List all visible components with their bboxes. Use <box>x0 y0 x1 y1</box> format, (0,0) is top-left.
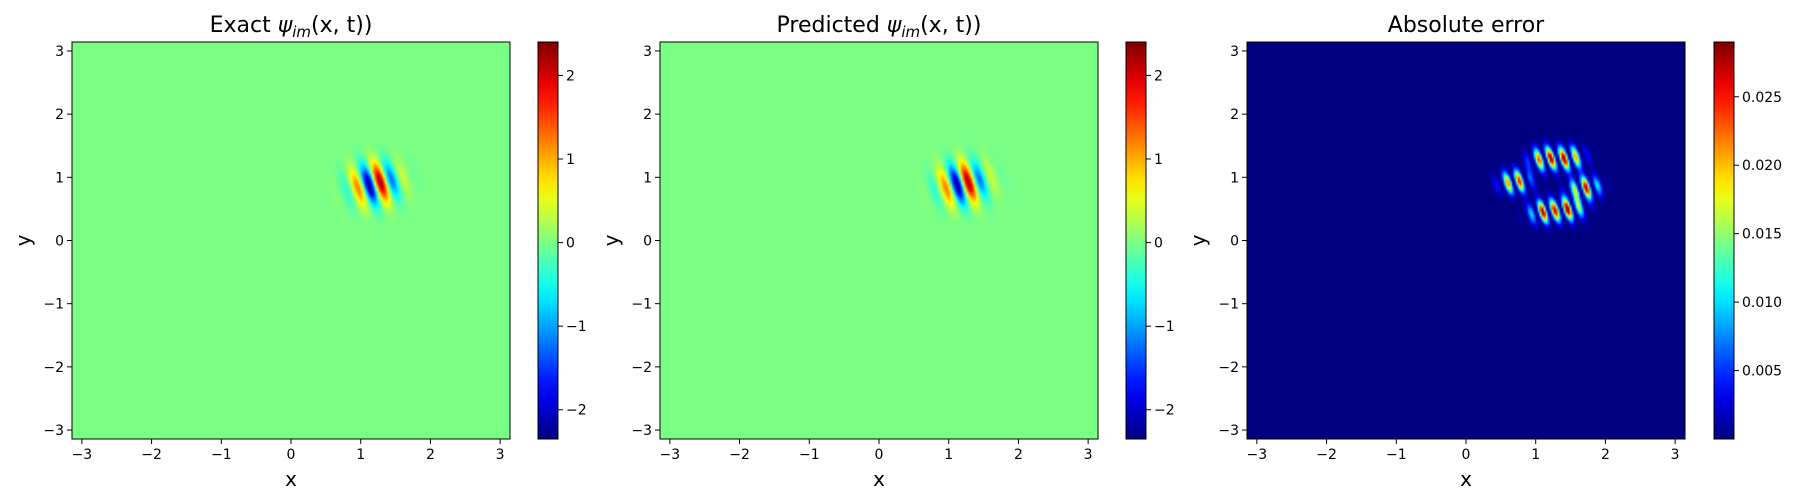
colorbar-tick-label: 0.015 <box>1742 227 1782 243</box>
y-tick-label: 2 <box>643 107 652 123</box>
heatmap-image <box>660 42 1098 439</box>
x-tick-label: −3 <box>72 447 93 463</box>
y-tick-label: 2 <box>1230 107 1239 123</box>
y-tick-label: 1 <box>1230 170 1239 186</box>
y-tick-label: 3 <box>55 44 64 60</box>
y-tick-label: −3 <box>631 423 652 439</box>
x-tick-label: 0 <box>875 447 884 463</box>
x-tick-label: 2 <box>1601 447 1610 463</box>
x-tick-label: −3 <box>660 447 681 463</box>
colorbar-gradient <box>1713 41 1735 440</box>
chart-panel-1: −3 −2 −1 0 1 2 3 −3 −2 −1 0 1 2 3 x y Exact ψim(x, t)) −2… <box>11 13 587 491</box>
y-axis-label: y <box>599 234 623 246</box>
colorbar-tick-label: 2 <box>566 68 575 84</box>
x-tick-label: −1 <box>1386 447 1407 463</box>
colorbar-tick-label: 0.005 <box>1742 364 1782 380</box>
x-axis-label: x <box>285 467 297 491</box>
colorbar: 0.005 0.010 0.015 0.020 0.025 <box>1713 41 1782 440</box>
y-axis-label: y <box>1186 234 1210 246</box>
heatmap-image <box>72 42 510 439</box>
colorbar-tick-label: 0.010 <box>1742 295 1782 311</box>
y-tick-label: 1 <box>643 170 652 186</box>
colorbar-tick-label: −1 <box>1154 319 1175 335</box>
colorbar-tick-label: 0 <box>1154 236 1163 252</box>
x-axis-label: x <box>1460 467 1472 491</box>
x-tick-label: −1 <box>799 447 820 463</box>
heatmap-image <box>1247 42 1685 439</box>
x-tick-label: −2 <box>729 447 750 463</box>
x-tick-label: 0 <box>287 447 296 463</box>
x-tick-label: 1 <box>1531 447 1540 463</box>
colorbar: −2 −1 0 1 2 <box>1125 41 1175 440</box>
x-tick-label: 1 <box>944 447 953 463</box>
y-tick-label: 0 <box>1230 234 1239 250</box>
colorbar-tick-label: −2 <box>1154 403 1175 419</box>
y-tick-label: 1 <box>55 170 64 186</box>
x-tick-label: −2 <box>141 447 162 463</box>
x-tick-label: −2 <box>1316 447 1337 463</box>
y-tick-label: 0 <box>643 234 652 250</box>
y-tick-label: −2 <box>43 360 64 376</box>
chart-title: Exact ψim(x, t)) <box>210 13 373 41</box>
y-tick-label: −3 <box>1218 423 1239 439</box>
colorbar-gradient <box>537 41 559 440</box>
chart-title: Predicted ψim(x, t)) <box>777 13 982 41</box>
x-tick-label: 0 <box>1462 447 1471 463</box>
colorbar-tick-label: 0.025 <box>1742 90 1782 106</box>
colorbar: −2 −1 0 1 2 <box>537 41 587 440</box>
colorbar-tick-label: −1 <box>566 319 587 335</box>
x-tick-label: 3 <box>1084 447 1093 463</box>
colorbar-tick-label: 1 <box>566 152 575 168</box>
y-tick-label: 3 <box>1230 44 1239 60</box>
y-tick-label: −2 <box>1218 360 1239 376</box>
y-tick-label: −3 <box>43 423 64 439</box>
y-axis-label: y <box>11 234 35 246</box>
y-tick-label: 2 <box>55 107 64 123</box>
x-tick-label: 3 <box>1671 447 1680 463</box>
y-tick-label: −1 <box>1218 297 1239 313</box>
x-tick-label: 3 <box>496 447 505 463</box>
x-tick-label: −1 <box>211 447 232 463</box>
colorbar-tick-label: −2 <box>566 403 587 419</box>
chart-panel-2: −3 −2 −1 0 1 2 3 −3 −2 −1 0 1 2 3 x y Predicted ψim(x, t… <box>599 13 1175 491</box>
y-tick-label: 0 <box>55 234 64 250</box>
chart-title: Absolute error <box>1388 13 1545 38</box>
x-tick-label: 2 <box>426 447 435 463</box>
y-tick-label: −1 <box>631 297 652 313</box>
x-tick-label: 1 <box>356 447 365 463</box>
x-tick-label: −3 <box>1247 447 1268 463</box>
colorbar-tick-label: 0 <box>566 236 575 252</box>
y-tick-label: −2 <box>631 360 652 376</box>
chart-panel-3: −3 −2 −1 0 1 2 3 −3 −2 −1 0 1 2 3 x y Absolute error 0.00… <box>1186 13 1782 491</box>
y-tick-label: −1 <box>43 297 64 313</box>
x-axis-label: x <box>873 467 885 491</box>
colorbar-tick-label: 2 <box>1154 68 1163 84</box>
colorbar-gradient <box>1125 41 1147 440</box>
colorbar-tick-label: 1 <box>1154 152 1163 168</box>
x-tick-label: 2 <box>1014 447 1023 463</box>
colorbar-tick-label: 0.020 <box>1742 158 1782 174</box>
y-tick-label: 3 <box>643 44 652 60</box>
